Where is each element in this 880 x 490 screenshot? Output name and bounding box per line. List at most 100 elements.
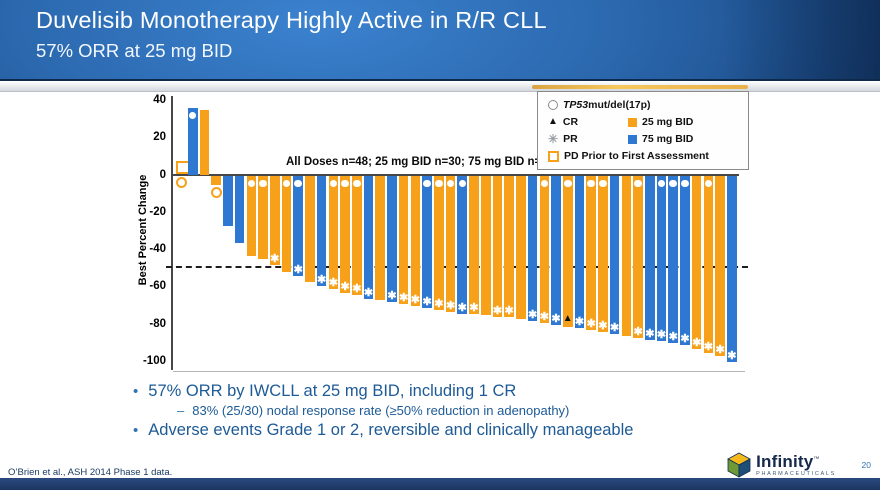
- legend-item-75mg: 75 mg BID: [628, 133, 693, 145]
- pr-marker-icon: ✱: [363, 286, 374, 299]
- triangle-icon: ▲: [548, 116, 558, 127]
- slide-title: Duvelisib Monotherapy Highly Active in R…: [36, 7, 547, 33]
- waterfall-bar: [434, 175, 444, 310]
- y-tick-label: -40: [149, 243, 166, 256]
- waterfall-bar: [480, 175, 491, 316]
- legend-label-tp53: TP53mut/del(17p): [563, 99, 651, 111]
- y-axis-line: [171, 96, 173, 370]
- waterfall-bar: [656, 175, 667, 342]
- waterfall-bar: [492, 175, 503, 318]
- waterfall-bar: [328, 175, 339, 290]
- pr-marker-icon: ✱: [703, 340, 713, 353]
- minus-50-dashed-line: [166, 266, 748, 268]
- tp53-marker-icon: [435, 179, 443, 187]
- sub-bullet-dash: –: [177, 403, 185, 418]
- legend-label-pd: PD Prior to First Assessment: [564, 150, 709, 162]
- bullet-dot: •: [133, 422, 139, 439]
- waterfall-bar: [715, 175, 725, 357]
- waterfall-bar: [645, 175, 655, 340]
- logo-name: Infinity™: [756, 451, 820, 471]
- waterfall-bar: [469, 175, 479, 314]
- y-tick-label: 0: [159, 168, 166, 181]
- pr-marker-icon: ✱: [715, 344, 725, 357]
- waterfall-bar: [562, 175, 573, 327]
- waterfall-bar: [598, 175, 608, 333]
- bullet-1-text: 57% ORR by IWCLL at 25 mg BID, including…: [148, 382, 517, 400]
- legend-item-pr: ✳ PR: [548, 133, 578, 145]
- legend-label-cr: CR: [562, 116, 579, 128]
- waterfall-bar: [703, 175, 714, 353]
- pr-marker-icon: ✱: [551, 312, 561, 325]
- waterfall-bar: [504, 175, 514, 318]
- open-orange-square-icon: [548, 150, 559, 162]
- pr-marker-icon: ✱: [469, 301, 479, 314]
- waterfall-bar: [457, 175, 468, 314]
- tp53-marker-icon: [587, 179, 595, 187]
- slide-subtitle: 57% ORR at 25 mg BID: [36, 40, 233, 61]
- bullet-dot: •: [133, 383, 139, 400]
- pr-marker-icon: ✱: [293, 264, 303, 277]
- pr-marker-icon: ✱: [539, 310, 549, 323]
- waterfall-bar: [316, 175, 327, 286]
- bullet-list: • 57% ORR by IWCLL at 25 mg BID, includi…: [133, 381, 633, 441]
- y-axis-title: Best Percent Change: [137, 174, 149, 286]
- slide-header: Duvelisib Monotherapy Highly Active in R…: [0, 0, 880, 81]
- y-tick-label: -100: [142, 355, 166, 367]
- waterfall-bar: [633, 175, 643, 338]
- y-tick-label: -20: [149, 205, 166, 218]
- cr-marker-icon: ▲: [562, 312, 573, 324]
- waterfall-bar: [305, 175, 315, 282]
- waterfall-bar: [574, 175, 585, 329]
- pr-marker-icon: ✱: [598, 320, 608, 333]
- waterfall-bar: [375, 175, 386, 301]
- pr-marker-icon: ✱: [422, 295, 432, 308]
- pr-marker-icon: ✱: [586, 318, 596, 331]
- tp53-marker-icon: [458, 179, 467, 187]
- waterfall-bar: [551, 175, 561, 325]
- asterisk-icon: ✳: [548, 132, 559, 146]
- tp53-marker-icon: [423, 179, 431, 187]
- waterfall-bar: [445, 175, 456, 312]
- waterfall-bar: [527, 175, 538, 321]
- tp53-marker-icon: [669, 179, 677, 187]
- pr-marker-icon: ✱: [387, 290, 397, 303]
- footer-citation: O’Brien et al., ASH 2014 Phase 1 data.: [8, 467, 173, 478]
- blue-square-icon: [628, 134, 637, 144]
- header-divider-strip: [0, 81, 880, 92]
- tp53-marker-icon: [188, 111, 197, 120]
- bullet-1-sub: – 83% (25/30) nodal response rate (≥50% …: [177, 402, 633, 420]
- tp53-marker-icon: [294, 179, 302, 187]
- tp53-marker-icon: [341, 179, 349, 187]
- bottom-navy-bar: [0, 478, 880, 490]
- waterfall-bar: [609, 175, 620, 335]
- zero-line: [171, 174, 739, 176]
- tp53-marker-icon: [259, 179, 267, 187]
- pr-marker-icon: ✱: [492, 305, 503, 318]
- waterfall-bar: [727, 175, 737, 362]
- waterfall-bar: [187, 108, 198, 176]
- waterfall-bar: [621, 175, 632, 336]
- pr-marker-icon: ✱: [317, 273, 327, 286]
- chart-annotation: All Doses n=48; 25 mg BID n=30; 75 mg BI…: [285, 156, 555, 168]
- pr-marker-icon: ✱: [680, 333, 690, 346]
- waterfall-bar: [387, 175, 397, 303]
- legend-item-cr: ▲ CR: [548, 116, 578, 128]
- legend-label-25mg: 25 mg BID: [642, 116, 694, 128]
- tp53-marker-icon: [599, 179, 607, 187]
- legend-item-pd: PD Prior to First Assessment: [548, 150, 709, 162]
- bullet-2: • Adverse events Grade 1 or 2, reversibl…: [133, 420, 633, 441]
- y-tick-label: -60: [149, 280, 166, 293]
- pr-marker-icon: ✱: [457, 301, 467, 314]
- legend-label-pr: PR: [563, 133, 578, 145]
- pr-marker-icon: ✱: [645, 327, 655, 340]
- y-tick-label: -80: [149, 317, 166, 330]
- y-tick-label: 40: [153, 93, 166, 106]
- tp53-marker-icon: [704, 179, 713, 187]
- waterfall-bar: [691, 175, 702, 349]
- logo-subtext: PHARMACEUTICALS: [756, 470, 836, 477]
- waterfall-bar: [269, 175, 280, 266]
- bullet-1: • 57% ORR by IWCLL at 25 mg BID, includi…: [133, 381, 633, 402]
- waterfall-bar: [352, 175, 362, 295]
